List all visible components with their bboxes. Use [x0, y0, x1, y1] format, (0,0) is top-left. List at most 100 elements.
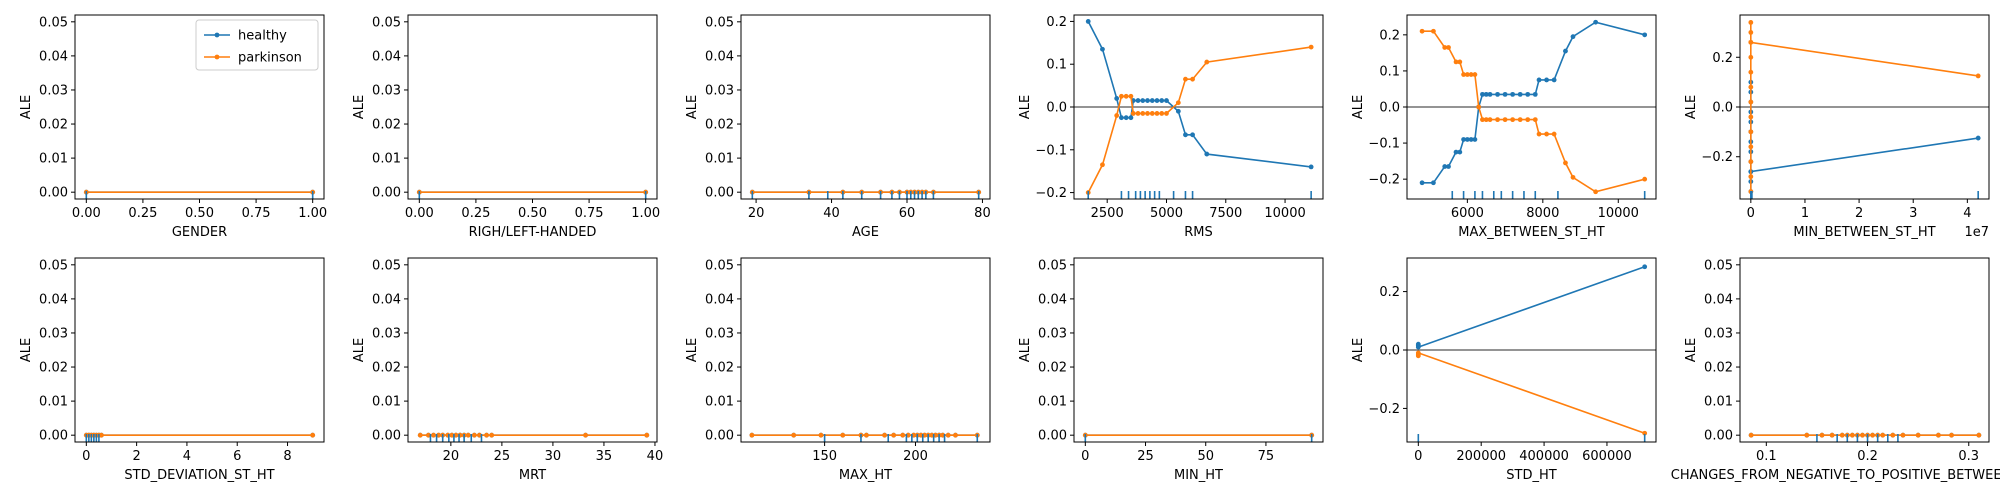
data-point-parkinson — [1446, 45, 1451, 50]
data-point-parkinson — [1525, 117, 1531, 123]
data-point-parkinson — [1570, 174, 1576, 180]
data-point-parkinson — [1159, 111, 1165, 116]
data-point-healthy — [1431, 180, 1436, 186]
legend-label-parkinson: parkinson — [238, 51, 302, 66]
axes-frame — [74, 14, 325, 200]
x-tick-label: 2 — [132, 449, 140, 464]
panel-1: 0.00 0.01 0.02 0.03 0.04 0.05 0.00 0.25 0.50 0.75… — [352, 14, 660, 240]
x-axis-label: STD_DEVIATION_ST_HT — [124, 468, 274, 483]
x-tick-label: 50 — [1197, 449, 1214, 464]
data-point-healthy — [1563, 48, 1568, 54]
y-tick-label: 0.00 — [372, 429, 401, 444]
data-point-healthy — [1114, 96, 1120, 101]
data-point-healthy — [1502, 91, 1508, 97]
y-tick-label: 0.03 — [372, 83, 401, 98]
data-point-parkinson — [1149, 111, 1155, 116]
data-point-healthy — [1517, 91, 1523, 97]
y-tick-label: 0.03 — [705, 326, 734, 341]
data-point-parkinson — [1487, 117, 1493, 123]
data-point-parkinson — [417, 432, 423, 438]
data-point-parkinson — [1748, 159, 1754, 165]
y-axis-label: ALE — [352, 338, 367, 362]
plot-area — [749, 432, 980, 442]
data-point-healthy — [1085, 19, 1091, 24]
x-tick-label: 5000 — [1150, 206, 1183, 221]
plot-area — [1074, 19, 1323, 199]
data-point-parkinson — [1145, 111, 1150, 116]
data-point-healthy — [1464, 137, 1470, 142]
data-point-parkinson — [791, 432, 797, 438]
data-point-parkinson — [1949, 432, 1954, 438]
data-point-parkinson — [1642, 430, 1648, 436]
data-point-parkinson — [1748, 30, 1754, 35]
y-axis-label: ALE — [19, 95, 34, 119]
data-point-parkinson — [1748, 54, 1754, 60]
panel-4: −0.2 −0.1 0.0 0.1 0.2 6000 8000 10000 MAX_BETWEE… — [1351, 14, 1657, 240]
data-point-healthy — [1642, 32, 1648, 38]
plot-area — [83, 189, 316, 199]
x-tick-label: 20 — [748, 206, 765, 221]
x-tick-label: 0 — [82, 449, 90, 464]
legend-label-healthy: healthy — [238, 29, 287, 44]
x-tick-label: 0.75 — [575, 206, 604, 221]
y-tick-label: 0.0 — [1379, 101, 1400, 116]
data-point-parkinson — [1748, 99, 1754, 105]
data-point-healthy — [1442, 164, 1448, 169]
data-point-parkinson — [1415, 350, 1421, 356]
x-tick-label: 8000 — [1526, 206, 1559, 221]
y-tick-label: −0.1 — [1368, 137, 1400, 152]
x-axis-label: AGE — [852, 225, 879, 240]
data-point-parkinson — [1975, 73, 1981, 79]
data-point-parkinson — [1431, 28, 1436, 34]
x-tick-label: 40 — [647, 449, 664, 464]
y-tick-label: 0.00 — [372, 186, 401, 201]
data-point-parkinson — [1472, 72, 1478, 77]
data-point-healthy — [1532, 91, 1538, 97]
plot-area — [1407, 19, 1656, 199]
y-tick-label: 0.01 — [1704, 395, 1733, 410]
x-tick-label: 2500 — [1091, 206, 1124, 221]
axes-frame — [1406, 257, 1657, 443]
y-tick-label: 0.04 — [1038, 292, 1067, 307]
y-tick-label: 0.01 — [705, 152, 734, 167]
x-tick-label: 0.50 — [185, 206, 214, 221]
y-tick-label: 0.00 — [1704, 429, 1733, 444]
data-point-parkinson — [1495, 117, 1500, 123]
data-point-parkinson — [1119, 93, 1124, 99]
y-tick-label: 0.00 — [39, 429, 68, 444]
data-point-parkinson — [1870, 432, 1875, 438]
axes-frame — [740, 257, 991, 443]
data-point-healthy — [1551, 77, 1557, 83]
data-point-parkinson — [471, 432, 477, 438]
y-tick-label: −0.2 — [1035, 186, 1067, 201]
y-axis-label: ALE — [1684, 338, 1699, 362]
x-tick-label: 0.75 — [242, 206, 271, 221]
data-point-parkinson — [310, 432, 316, 438]
x-tick-label: 4 — [1963, 206, 1971, 221]
data-point-parkinson — [1748, 432, 1754, 438]
data-point-parkinson — [1464, 72, 1470, 77]
data-point-parkinson — [1175, 100, 1181, 106]
y-tick-label: 0.04 — [39, 49, 68, 64]
x-tick-label: 8 — [283, 449, 291, 464]
data-point-parkinson — [1976, 432, 1982, 438]
series-line-parkinson — [1422, 30, 1645, 193]
data-point-parkinson — [583, 432, 588, 438]
data-point-parkinson — [1748, 114, 1754, 120]
x-tick-label: 35 — [596, 449, 613, 464]
data-point-parkinson — [1140, 111, 1146, 116]
y-tick-label: 0.0 — [1712, 101, 1733, 116]
data-point-parkinson — [489, 432, 495, 438]
chart-panels: 0.000.010.020.030.040.050.00 0.25 0.50 0.75… — [19, 14, 2000, 483]
data-point-parkinson — [1510, 117, 1516, 123]
data-point-parkinson — [1502, 117, 1508, 123]
y-tick-label: 0.03 — [39, 326, 68, 341]
x-axis-label: MAX_BETWEEN_ST_HT — [1458, 225, 1605, 240]
y-axis-label: ALE — [685, 338, 700, 362]
x-tick-label: 10000 — [1598, 206, 1639, 221]
data-point-healthy — [1140, 98, 1146, 103]
data-point-parkinson — [1839, 432, 1845, 438]
y-axis-label: ALE — [685, 95, 700, 119]
y-axis-label: ALE — [352, 95, 367, 119]
data-point-parkinson — [1154, 111, 1160, 116]
